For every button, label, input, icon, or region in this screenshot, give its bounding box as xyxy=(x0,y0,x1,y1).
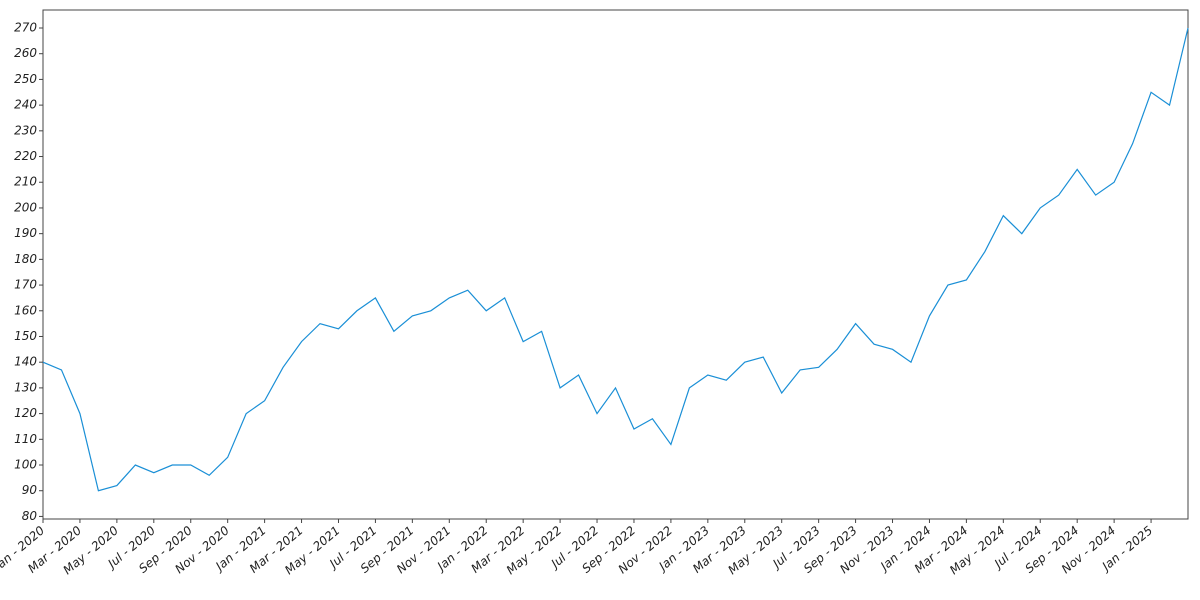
y-tick-label: 260 xyxy=(14,46,37,60)
y-tick-label: 150 xyxy=(14,329,37,343)
y-tick-label: 220 xyxy=(14,149,37,163)
y-tick-label: 90 xyxy=(22,483,38,497)
y-tick-label: 140 xyxy=(14,355,37,369)
y-tick-label: 250 xyxy=(14,72,37,86)
price-line xyxy=(42,27,1189,492)
y-tick-label: 170 xyxy=(14,278,37,292)
y-tick-label: 190 xyxy=(14,226,37,240)
plot-frame xyxy=(42,9,1189,520)
y-tick-label: 230 xyxy=(14,123,37,137)
y-tick-label: 180 xyxy=(14,252,37,266)
y-tick-label: 210 xyxy=(14,175,37,189)
y-tick-label: 270 xyxy=(14,20,37,34)
y-tick-label: 200 xyxy=(14,200,37,214)
y-tick-label: 120 xyxy=(14,406,37,420)
y-tick-label: 130 xyxy=(14,380,37,394)
y-tick-label: 100 xyxy=(14,458,37,472)
y-tick-label: 80 xyxy=(22,509,38,523)
y-tick-label: 160 xyxy=(14,303,37,317)
y-tick-label: 110 xyxy=(14,432,37,446)
y-tick-label: 240 xyxy=(14,98,37,112)
